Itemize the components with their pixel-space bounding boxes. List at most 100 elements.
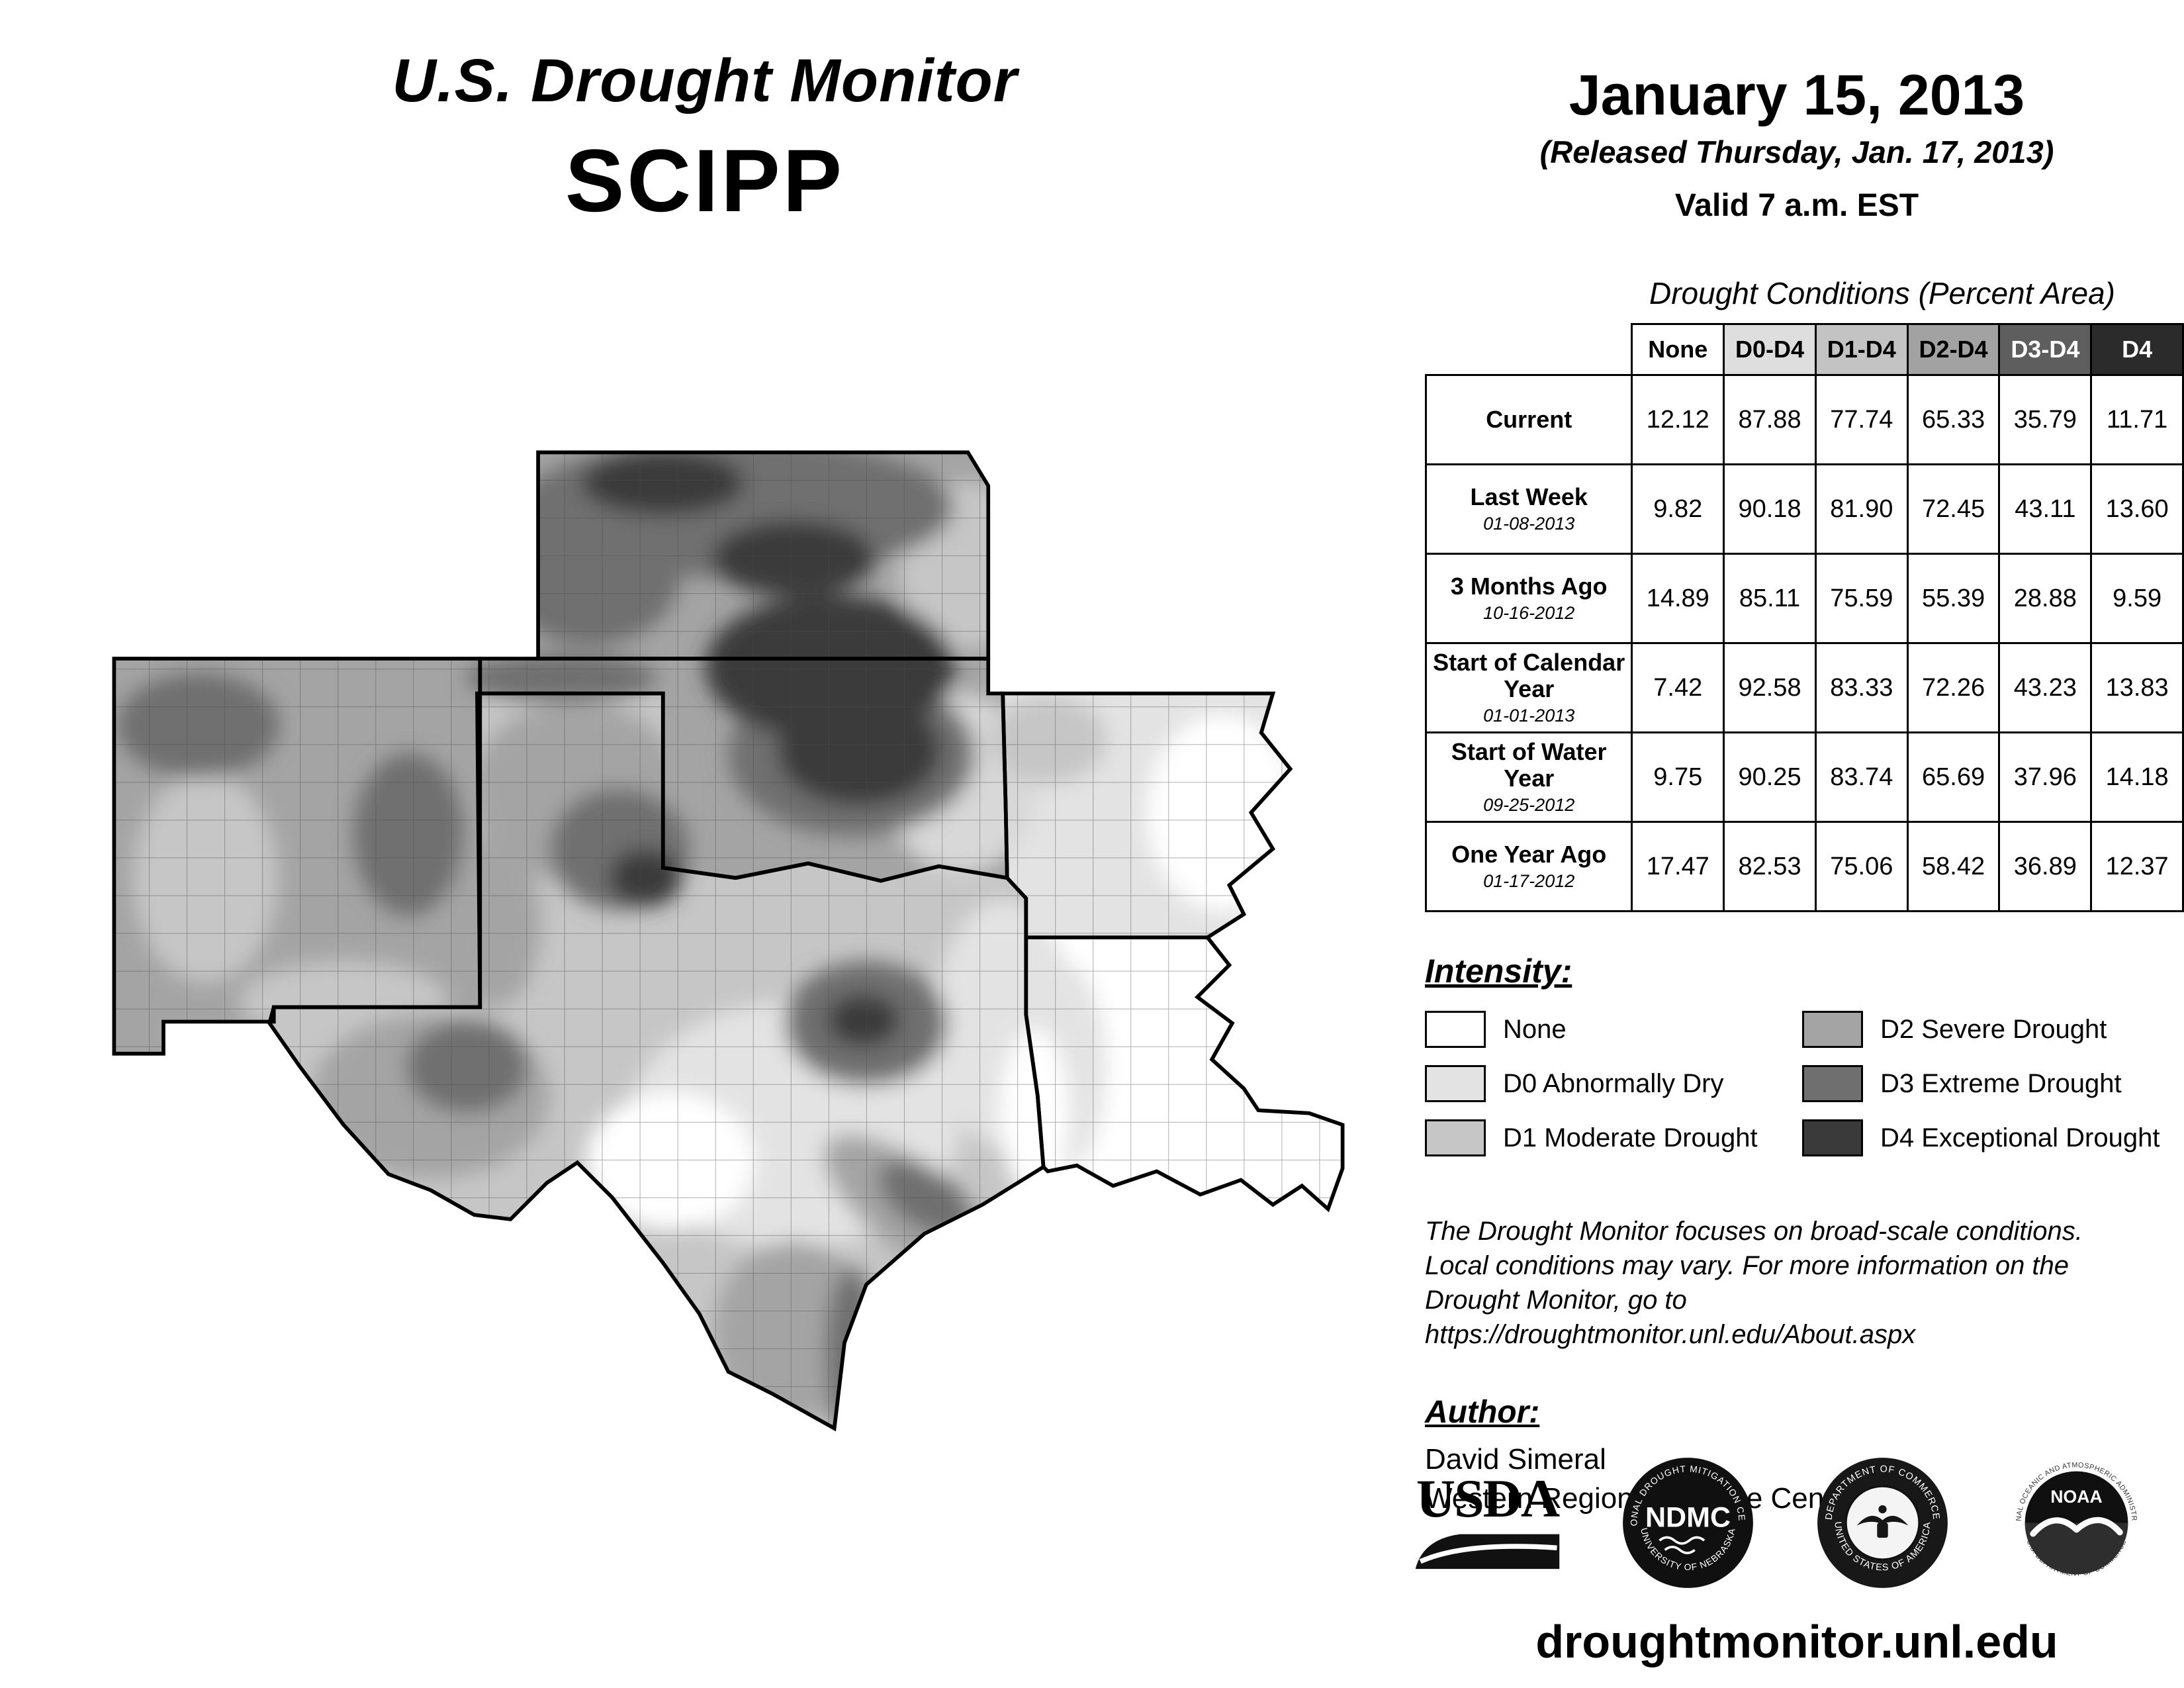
row-label: 3 Months Ago 10-16-2012 (1424, 553, 1633, 644)
value-cell: 77.74 (1814, 374, 1909, 465)
value-cell: 7.42 (1631, 642, 1725, 733)
value-cell: 81.90 (1814, 463, 1909, 555)
value-cell: 55.39 (1906, 553, 2001, 644)
value-cell: 90.18 (1723, 463, 1817, 555)
value-cell: 75.59 (1814, 553, 1909, 644)
report-title: U.S. Drought Monitor (392, 47, 1018, 115)
value-cell: 36.89 (1998, 821, 2093, 912)
usda-wordmark: USDA (1416, 1468, 1560, 1529)
col-header-d1-d4: D1-D4 (1814, 323, 1909, 376)
value-cell: 17.47 (1631, 821, 1725, 912)
ndmc-abbr: NDMC (1645, 1501, 1731, 1533)
disclaimer: The Drought Monitor focuses on broad-sca… (1425, 1214, 2184, 1352)
footer-url: droughtmonitor.unl.edu (1535, 1616, 2058, 1667)
value-cell: 72.45 (1906, 463, 2001, 555)
valid-time: Valid 7 a.m. EST (1674, 188, 1919, 223)
table-row: Last Week 01-08-2013 9.82 90.18 81.90 72.45 43… (1424, 463, 2184, 555)
legend-swatch (1802, 1119, 1863, 1156)
row-label: Current (1424, 374, 1633, 465)
disclaimer-line: Local conditions may vary. For more info… (1425, 1251, 2070, 1280)
value-cell: 9.59 (2090, 553, 2184, 644)
value-cell: 35.79 (1998, 374, 2093, 465)
value-cell: 87.88 (1723, 374, 1817, 465)
blank-header-cell (1426, 324, 1632, 375)
value-cell: 43.23 (1998, 642, 2093, 733)
ndmc-logo: NATIONAL DROUGHT MITIGATION CENTER UNIVE… (1620, 1455, 1754, 1588)
legend-item: None (1425, 1010, 1802, 1049)
value-cell: 83.74 (1814, 731, 1909, 823)
region-title: SCIPP (565, 132, 845, 230)
value-cell: 12.12 (1631, 374, 1725, 465)
commerce-logo: DEPARTMENT OF COMMERCE UNITED STATES OF … (1817, 1457, 1948, 1588)
county-grid (114, 452, 1343, 1429)
value-cell: 92.58 (1723, 642, 1817, 733)
value-cell: 65.33 (1906, 374, 2001, 465)
released-date: (Released Thursday, Jan. 17, 2013) (1539, 134, 2054, 169)
commerce-eagle-icon (1856, 1505, 1909, 1538)
table-row: Start of Water Year 09-25-2012 9.75 90.25 83… (1424, 731, 2184, 823)
col-header-none: None (1631, 323, 1725, 376)
legend-label: D1 Moderate Drought (1503, 1123, 1758, 1152)
legend-col-2: D2 Severe Drought D3 Extreme Drought D4 Ex… (1802, 1010, 2179, 1173)
noaa-bird-icon (2030, 1517, 2123, 1537)
legend-swatch (1425, 1119, 1486, 1156)
table-title: Drought Conditions (Percent Area) (1649, 276, 2115, 310)
row-label: Start of Water Year 09-25-2012 (1424, 731, 1633, 823)
value-cell: 11.71 (2090, 374, 2184, 465)
legend-label: D2 Severe Drought (1880, 1014, 2107, 1044)
value-cell: 14.89 (1631, 553, 1725, 644)
row-label: Start of Calendar Year 01-01-2013 (1424, 642, 1633, 733)
value-cell: 28.88 (1998, 553, 2093, 644)
row-label: Last Week 01-08-2013 (1424, 463, 1633, 555)
table-row: Current 12.12 87.88 77.74 65.33 35.79 11.71 (1424, 374, 2184, 465)
right-column: January 15, 2013 (Released Thursday, Jan… (1410, 0, 2184, 1519)
legend-item: D3 Extreme Drought (1802, 1064, 2179, 1103)
col-header-d4: D4 (2090, 323, 2184, 376)
value-cell: 65.69 (1906, 731, 2001, 823)
author-name: David Simeral (1425, 1443, 1606, 1476)
value-cell: 90.25 (1723, 731, 1817, 823)
noaa-abbr: NOAA (2050, 1486, 2102, 1506)
drought-map (111, 442, 1345, 1444)
legend-swatch (1425, 1011, 1486, 1048)
legend-swatch (1802, 1065, 1863, 1102)
legend-item: D2 Severe Drought (1802, 1010, 2179, 1049)
legend-label: D3 Extreme Drought (1880, 1068, 2122, 1098)
usda-swoosh-icon (1415, 1534, 1560, 1570)
report-date: January 15, 2013 (1569, 64, 2025, 127)
legend-label: None (1503, 1014, 1567, 1044)
value-cell: 75.06 (1814, 821, 1909, 912)
usda-logo: USDA (1413, 1468, 1562, 1572)
disclaimer-line: The Drought Monitor focuses on broad-sca… (1425, 1217, 2083, 1246)
col-header-d3-d4: D3-D4 (1998, 323, 2093, 376)
value-cell: 72.26 (1906, 642, 2001, 733)
value-cell: 14.18 (2090, 731, 2184, 823)
legend-swatch (1425, 1065, 1486, 1102)
legend-item: D1 Moderate Drought (1425, 1119, 1802, 1157)
table-row: 3 Months Ago 10-16-2012 14.89 85.11 75.59 55.… (1424, 553, 2184, 644)
ndmc-wave-icon (1659, 1536, 1706, 1545)
legend-label: D0 Abnormally Dry (1503, 1068, 1724, 1098)
value-cell: 9.82 (1631, 463, 1725, 555)
col-header-d2-d4: D2-D4 (1906, 323, 2001, 376)
value-cell: 83.33 (1814, 642, 1909, 733)
legend-item: D4 Exceptional Drought (1802, 1119, 2179, 1157)
col-header-d0-d4: D0-D4 (1723, 323, 1817, 376)
noaa-logo: NATIONAL OCEANIC AND ATMOSPHERIC ADMINIS… (2009, 1455, 2142, 1588)
disclaimer-line: Drought Monitor, go to https://droughtmo… (1425, 1286, 1916, 1349)
ndmc-wave-icon (1664, 1545, 1696, 1554)
legend-item: D0 Abnormally Dry (1425, 1064, 1802, 1103)
legend-label: D4 Exceptional Drought (1880, 1123, 2160, 1152)
table-row: Start of Calendar Year 01-01-2013 7.42 92.5… (1424, 642, 2184, 733)
value-cell: 85.11 (1723, 553, 1817, 644)
value-cell: 13.60 (2090, 463, 2184, 555)
value-cell: 12.37 (2090, 821, 2184, 912)
intensity-title: Intensity: (1425, 953, 1572, 990)
drought-table: None D0-D4 D1-D4 D2-D4 D3-D4 D4 Current 1… (1424, 323, 2184, 912)
value-cell: 37.96 (1998, 731, 2093, 823)
title-block: U.S. Drought Monitor SCIPP (0, 46, 1410, 232)
author-title: Author: (1425, 1395, 1540, 1430)
legend-col-1: None D0 Abnormally Dry D1 Moderate Drought (1425, 1010, 1802, 1173)
drought-map-svg (111, 442, 1345, 1444)
